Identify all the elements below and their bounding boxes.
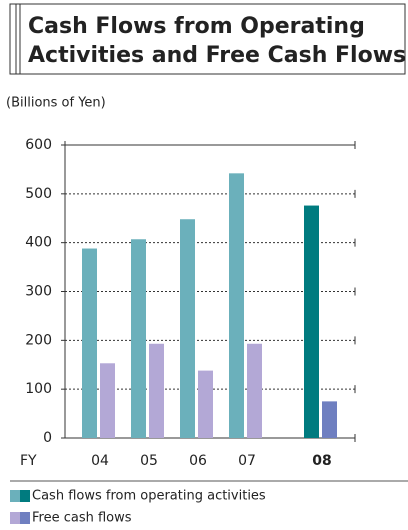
legend-swatch	[10, 490, 20, 502]
y-tick-label: 300	[25, 284, 52, 300]
legend-label: Free cash flows	[32, 511, 132, 526]
x-tick-label: 06	[189, 453, 207, 469]
x-tick-label: 04	[91, 453, 109, 469]
bar	[100, 363, 115, 438]
chart-title: Cash Flows from Operating	[28, 14, 365, 39]
unit-label: (Billions of Yen)	[6, 96, 106, 111]
bar	[149, 343, 164, 438]
y-tick-label: 100	[25, 381, 52, 397]
x-tick-label: 05	[140, 453, 158, 469]
bar	[247, 343, 262, 438]
legend-swatch	[20, 490, 30, 502]
y-tick-label: 0	[43, 430, 52, 446]
legend-swatch	[10, 512, 20, 524]
bar	[229, 173, 244, 438]
bar	[304, 205, 319, 438]
legend-label: Cash flows from operating activities	[32, 489, 266, 504]
bar	[131, 239, 146, 438]
bar	[180, 219, 195, 438]
title-box	[9, 3, 406, 75]
y-tick-label: 500	[25, 186, 52, 202]
x-tick-label: 07	[238, 453, 256, 469]
bar	[198, 370, 213, 438]
chart-title: Activities and Free Cash Flows	[28, 43, 406, 68]
x-axis-label: FY	[20, 453, 37, 469]
y-tick-label: 600	[25, 137, 52, 153]
bar	[322, 401, 337, 438]
legend-swatch	[20, 512, 30, 524]
y-tick-label: 400	[25, 235, 52, 251]
x-tick-label: 08	[312, 453, 331, 469]
y-tick-label: 200	[25, 332, 52, 348]
bar	[82, 248, 97, 438]
